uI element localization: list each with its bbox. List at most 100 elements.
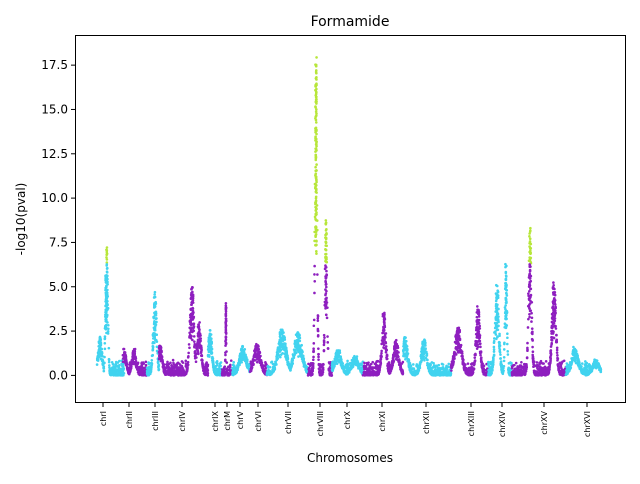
data-point-peak	[315, 108, 318, 111]
data-point-peak	[314, 88, 317, 92]
data-point-peak	[298, 344, 302, 348]
data-point	[416, 371, 420, 375]
data-point-peak	[98, 338, 102, 342]
data-point-peak	[475, 347, 479, 350]
data-point-peak	[296, 341, 299, 344]
data-point	[440, 367, 443, 370]
data-point	[480, 365, 484, 368]
data-point	[491, 365, 495, 369]
data-point-peak	[279, 338, 282, 342]
data-point	[507, 370, 511, 374]
data-point-peak	[457, 327, 461, 331]
data-point-peak	[475, 315, 479, 319]
data-point-peak	[105, 263, 109, 266]
data-point-peak	[153, 332, 157, 335]
data-point	[466, 369, 469, 373]
data-point	[518, 371, 522, 375]
data-point-peak	[529, 251, 533, 255]
data-point	[555, 339, 558, 342]
data-point-peak	[255, 354, 258, 358]
data-point-peak	[314, 94, 318, 97]
data-point	[267, 368, 270, 372]
data-point	[530, 320, 533, 323]
data-point	[215, 361, 219, 365]
data-point	[259, 360, 262, 363]
data-point	[274, 362, 278, 365]
data-point	[487, 360, 490, 364]
data-point	[398, 361, 401, 365]
data-point	[488, 365, 491, 368]
data-point	[506, 336, 509, 340]
data-point	[556, 363, 560, 366]
data-point	[218, 368, 222, 371]
data-point	[149, 370, 153, 374]
data-point-peak	[504, 277, 508, 281]
data-point	[129, 367, 132, 371]
data-point-peak	[456, 351, 460, 354]
data-point	[193, 340, 196, 343]
data-point	[516, 365, 519, 368]
data-point	[447, 362, 451, 366]
data-point	[526, 341, 529, 345]
data-point	[103, 341, 107, 345]
data-point	[225, 368, 229, 371]
data-point	[189, 315, 192, 319]
data-point-peak	[528, 240, 532, 243]
data-point	[327, 368, 331, 372]
data-point	[181, 361, 185, 364]
data-point	[107, 360, 111, 364]
data-point-peak	[296, 331, 300, 334]
data-point	[245, 361, 249, 364]
data-point	[491, 361, 495, 364]
data-point	[513, 373, 517, 377]
data-point-peak	[393, 354, 397, 358]
data-point	[345, 371, 348, 375]
data-point-peak	[324, 252, 328, 256]
data-point-peak	[198, 321, 201, 324]
data-point	[555, 351, 559, 354]
data-point	[153, 293, 156, 296]
data-point	[176, 370, 180, 374]
data-point	[323, 336, 326, 339]
data-point	[285, 351, 289, 355]
data-point	[144, 360, 148, 364]
data-point-peak	[422, 352, 425, 356]
data-point-peak	[325, 228, 328, 231]
data-point-peak	[335, 349, 339, 352]
data-point	[378, 367, 382, 370]
data-point-peak	[528, 277, 532, 280]
data-point-peak	[529, 226, 532, 230]
data-point	[102, 366, 105, 369]
data-point-peak	[295, 345, 299, 348]
data-point-peak	[224, 341, 228, 345]
data-point-peak	[123, 361, 127, 364]
data-point	[317, 362, 321, 366]
data-point	[108, 366, 111, 369]
data-point-peak	[278, 350, 282, 353]
data-point	[113, 368, 117, 372]
data-point	[460, 352, 464, 355]
data-point-peak	[314, 121, 318, 124]
data-point-peak	[189, 308, 193, 312]
data-point-peak	[395, 353, 399, 356]
data-point-peak	[528, 280, 532, 284]
data-point	[236, 366, 240, 370]
data-point	[461, 354, 464, 358]
data-point	[525, 366, 528, 369]
data-point	[162, 371, 166, 374]
data-point-peak	[105, 261, 109, 264]
data-point	[103, 335, 107, 338]
data-point	[490, 371, 493, 375]
data-point-peak	[528, 269, 532, 273]
data-point	[557, 368, 561, 372]
data-point-peak	[381, 312, 385, 316]
data-point	[539, 366, 542, 369]
data-point	[110, 370, 113, 374]
data-point	[387, 362, 391, 366]
data-point-peak	[504, 298, 508, 301]
data-point-peak	[334, 354, 338, 358]
data-point-peak	[504, 326, 508, 330]
data-point	[369, 371, 373, 375]
data-point	[235, 370, 238, 374]
data-point	[200, 354, 203, 357]
